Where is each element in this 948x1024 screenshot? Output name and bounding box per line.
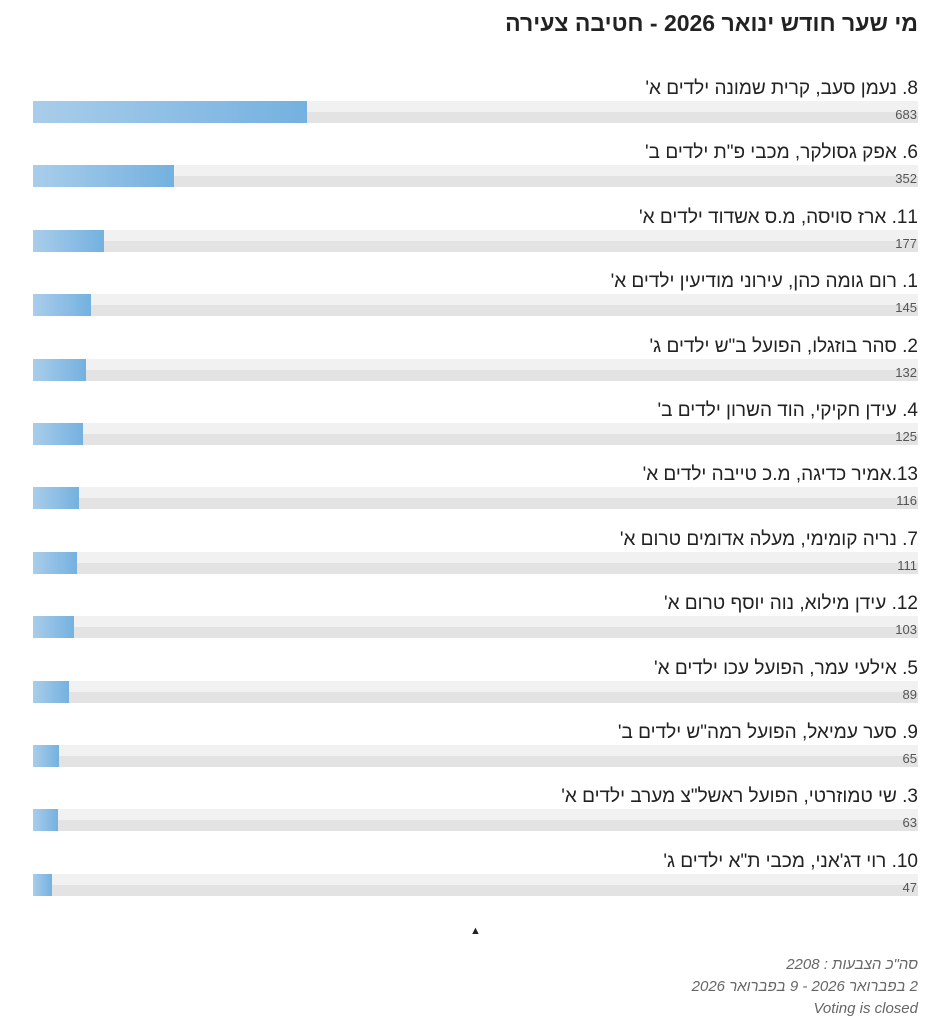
vote-count: 116 bbox=[896, 493, 917, 509]
option-label: 3. שי טמוזרטי, הפועל ראשל"צ מערב ילדים א… bbox=[561, 786, 918, 808]
result-bar: 47 bbox=[33, 873, 918, 896]
vote-count: 103 bbox=[895, 622, 917, 638]
result-bar-fill bbox=[33, 165, 175, 188]
poll-option: 12. עידן מילוא, נוה יוסף טרום א' 103 bbox=[33, 591, 918, 655]
result-bar-fill bbox=[33, 101, 307, 123]
option-label: 6. אפק גסולקר, מכבי פ"ת ילדים ב' bbox=[645, 142, 918, 164]
vote-count: 65 bbox=[902, 750, 917, 766]
result-bar-fill bbox=[33, 873, 52, 896]
poll-option: 10. רוי דג'אני, מכבי ת"א ילדים ג' 47 bbox=[33, 849, 918, 913]
option-label: 9. סער עמיאל, הפועל רמה"ש ילדים ב' bbox=[617, 721, 918, 743]
option-label: 8. נעמן סעב, קרית שמונה ילדים א' bbox=[645, 78, 918, 99]
poll-option: 3. שי טמוזרטי, הפועל ראשל"צ מערב ילדים א… bbox=[33, 784, 918, 848]
vote-count: 111 bbox=[897, 557, 917, 573]
result-bar-fill bbox=[33, 551, 78, 574]
vote-count: 89 bbox=[902, 686, 917, 702]
triangle-up-icon[interactable]: ▲ bbox=[470, 925, 481, 937]
option-label: 2. סהר בוזגלו, הפועל ב"ש ילדים ג' bbox=[649, 335, 919, 357]
poll-option: 5. אילעי עמר, הפועל עכו ילדים א' 89 bbox=[33, 656, 918, 720]
option-label: 4. עידן חקיקי, הוד השרון ילדים ב' bbox=[657, 399, 918, 421]
result-bar-fill bbox=[33, 616, 75, 639]
vote-count: 63 bbox=[902, 815, 917, 831]
poll-footer: סה"כ הצבעות : 2208 2 בפברואר 2026 - 9 בפ… bbox=[692, 954, 918, 1020]
option-label: 5. אילעי עמר, הפועל עכו ילדים א' bbox=[654, 657, 918, 679]
result-bar-fill bbox=[33, 744, 60, 767]
option-label: 10. רוי דג'אני, מכבי ת"א ילדים ג' bbox=[663, 850, 918, 872]
vote-count: 145 bbox=[895, 300, 917, 316]
result-bar: 65 bbox=[33, 744, 918, 767]
vote-count: 132 bbox=[895, 364, 917, 380]
result-bar: 132 bbox=[33, 358, 918, 381]
option-label: 11. ארז סויסה, מ.ס אשדוד ילדים א' bbox=[639, 206, 918, 228]
result-bar-fill bbox=[33, 229, 104, 252]
poll-option: 13.אמיר כדיגה, מ.כ טייבה ילדים א' 116 bbox=[33, 462, 918, 526]
result-bar: 116 bbox=[33, 487, 918, 510]
poll-option: 4. עידן חקיקי, הוד השרון ילדים ב' 125 bbox=[33, 398, 918, 462]
result-bar: 352 bbox=[33, 165, 918, 188]
poll-option: 1. רום גומה כהן, עירוני מודיעין ילדים א'… bbox=[33, 269, 918, 333]
result-bar-fill bbox=[33, 809, 59, 832]
date-range: 2 בפברואר 2026 - 9 בפברואר 2026 bbox=[691, 978, 918, 995]
poll-options: 8. נעמן סעב, קרית שמונה ילדים א' 683 6. … bbox=[33, 76, 918, 913]
vote-count: 47 bbox=[902, 879, 917, 895]
poll-option: 2. סהר בוזגלו, הפועל ב"ש ילדים ג' 132 bbox=[33, 334, 918, 398]
result-bar: 103 bbox=[33, 616, 918, 639]
result-bar-fill bbox=[33, 487, 80, 510]
poll-option: 6. אפק גסולקר, מכבי פ"ת ילדים ב' 352 bbox=[33, 140, 918, 204]
option-label: 7. נריה קומימי, מעלה אדומים טרום א' bbox=[619, 528, 918, 550]
poll-option: 7. נריה קומימי, מעלה אדומים טרום א' 111 bbox=[33, 527, 918, 591]
result-bar: 125 bbox=[33, 422, 918, 445]
vote-count: 125 bbox=[895, 428, 917, 444]
poll-option: 11. ארז סויסה, מ.ס אשדוד ילדים א' 177 bbox=[33, 205, 918, 269]
result-bar: 145 bbox=[33, 294, 918, 317]
option-label: 12. עידן מילוא, נוה יוסף טרום א' bbox=[663, 593, 918, 615]
poll-title: מי שער חודש ינואר 2026 - חטיבה צעירה bbox=[505, 10, 918, 36]
poll-option: 8. נעמן סעב, קרית שמונה ילדים א' 683 bbox=[33, 76, 918, 140]
result-bar-fill bbox=[33, 422, 84, 445]
result-bar: 177 bbox=[33, 229, 918, 252]
total-votes: סה"כ הצבעות : 2208 bbox=[786, 956, 918, 973]
vote-count: 352 bbox=[895, 171, 917, 187]
result-bar: 89 bbox=[33, 680, 918, 703]
poll-option: 9. סער עמיאל, הפועל רמה"ש ילדים ב' 65 bbox=[33, 720, 918, 784]
vote-count: 683 bbox=[895, 107, 917, 122]
result-bar-fill bbox=[33, 680, 69, 703]
option-label: 13.אמיר כדיגה, מ.כ טייבה ילדים א' bbox=[642, 464, 918, 486]
option-label: 1. רום גומה כהן, עירוני מודיעין ילדים א' bbox=[610, 271, 918, 293]
result-bar-fill bbox=[33, 358, 86, 381]
result-bar: 63 bbox=[33, 809, 918, 832]
result-bar: 111 bbox=[33, 551, 918, 574]
vote-count: 177 bbox=[895, 235, 917, 251]
result-bar-fill bbox=[33, 294, 92, 317]
voting-status: Voting is closed bbox=[813, 1000, 918, 1017]
result-bar: 683 bbox=[33, 101, 918, 123]
